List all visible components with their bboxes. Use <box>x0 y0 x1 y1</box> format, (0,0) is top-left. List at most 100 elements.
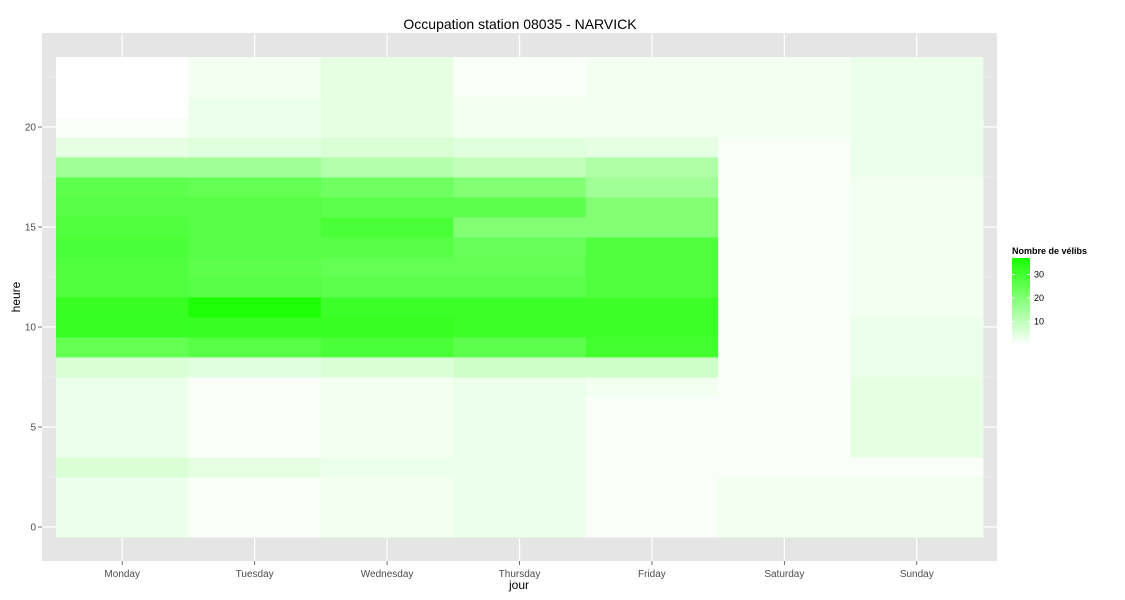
heatmap-cell <box>320 397 454 418</box>
heatmap-cell <box>188 377 322 398</box>
heatmap-cell <box>585 417 719 438</box>
heatmap-cell <box>585 377 719 398</box>
heatmap-cell <box>585 457 719 478</box>
x-tick-label: Tuesday <box>236 569 274 580</box>
heatmap-cell <box>453 357 587 378</box>
heatmap-cell <box>453 337 587 358</box>
heatmap-cell <box>188 257 322 278</box>
heatmap-cell <box>718 97 851 118</box>
heatmap-cell <box>188 457 322 478</box>
legend-colorbar <box>1012 258 1030 345</box>
heatmap-cell <box>850 357 984 378</box>
heatmap-cell <box>718 117 851 138</box>
heatmap-cell <box>453 217 587 238</box>
heatmap-cell <box>718 177 851 198</box>
heatmap-cell <box>850 257 984 278</box>
heatmap-cell <box>850 437 984 458</box>
legend-tick-label: 20 <box>1034 293 1044 303</box>
heatmap-cell <box>850 277 984 298</box>
legend-title: Nombre de vélibs <box>1012 246 1087 256</box>
heatmap-cell <box>320 137 454 158</box>
heatmap-cell <box>850 197 984 218</box>
heatmap-cell <box>453 317 587 338</box>
heatmap-cell <box>188 197 322 218</box>
heatmap-cell <box>585 237 719 258</box>
heatmap-cell <box>585 297 719 318</box>
heatmap-cell <box>320 77 454 98</box>
heatmap-cell <box>56 477 189 498</box>
heatmap-cell <box>718 157 851 178</box>
heatmap-cell <box>453 177 587 198</box>
y-axis-title: heure <box>9 281 23 312</box>
heatmap-cell <box>453 437 587 458</box>
heatmap-cell <box>718 197 851 218</box>
heatmap-cell <box>718 437 851 458</box>
heatmap-cell <box>850 237 984 258</box>
heatmap-cell <box>56 297 189 318</box>
heatmap-cell <box>718 477 851 498</box>
heatmap-cell <box>718 497 851 518</box>
heatmap-cell <box>320 97 454 118</box>
heatmap-cell <box>718 457 851 478</box>
heatmap-cell <box>188 137 322 158</box>
heatmap-cell <box>56 217 189 238</box>
heatmap-cell <box>188 97 322 118</box>
heatmap-cell <box>850 297 984 318</box>
heatmap-cell <box>320 157 454 178</box>
heatmap-cell <box>585 497 719 518</box>
heatmap-cell <box>320 517 454 538</box>
y-tick-label: 5 <box>30 423 36 434</box>
heatmap-cell <box>188 417 322 438</box>
legend-tick-label: 10 <box>1034 316 1044 326</box>
heatmap-cell <box>850 397 984 418</box>
heatmap-cell <box>718 137 851 158</box>
heatmap-cell <box>850 157 984 178</box>
heatmap-cell <box>585 197 719 218</box>
heatmap-cell <box>453 157 587 178</box>
heatmap-cell <box>718 237 851 258</box>
heatmap-cell <box>56 197 189 218</box>
heatmap-cell <box>718 317 851 338</box>
heatmap-cell <box>453 57 587 78</box>
heatmap-cell <box>718 517 851 538</box>
heatmap-cell <box>585 117 719 138</box>
heatmap-cell <box>453 497 587 518</box>
heatmap-cell <box>718 217 851 238</box>
heatmap-cell <box>453 237 587 258</box>
heatmap-cell <box>56 377 189 398</box>
heatmap-cell <box>320 217 454 238</box>
heatmap-cell <box>188 157 322 178</box>
x-tick-label: Monday <box>104 569 140 580</box>
heatmap-cell <box>56 337 189 358</box>
heatmap-cell <box>320 197 454 218</box>
heatmap-cell <box>585 317 719 338</box>
y-tick-label: 0 <box>30 523 36 534</box>
y-axis: 0 5 10 15 20 <box>25 123 42 534</box>
heatmap-cell <box>188 477 322 498</box>
heatmap-cell <box>453 397 587 418</box>
heatmap-cell <box>320 237 454 258</box>
heatmap-cell <box>453 137 587 158</box>
x-axis: Monday Tuesday Wednesday Thursday Friday Satu… <box>104 561 934 580</box>
heatmap-cell <box>320 497 454 518</box>
heatmap-cell <box>718 357 851 378</box>
heatmap-cell <box>585 157 719 178</box>
heatmap-cell <box>585 137 719 158</box>
heatmap-cell <box>850 77 984 98</box>
heatmap-cell <box>585 277 719 298</box>
heatmap-cell <box>585 97 719 118</box>
heatmap-cell <box>453 377 587 398</box>
heatmap-cell <box>56 277 189 298</box>
x-tick-label: Friday <box>638 569 666 580</box>
heatmap-cell <box>453 97 587 118</box>
legend-tick-label: 30 <box>1034 269 1044 279</box>
heatmap-cell <box>320 437 454 458</box>
heatmap-cell <box>718 417 851 438</box>
heatmap-cell <box>585 477 719 498</box>
heatmap-cell <box>850 317 984 338</box>
heatmap-cell <box>718 257 851 278</box>
heatmap-cell <box>850 57 984 78</box>
y-tick-label: 20 <box>25 123 37 134</box>
heatmap-cell <box>453 257 587 278</box>
